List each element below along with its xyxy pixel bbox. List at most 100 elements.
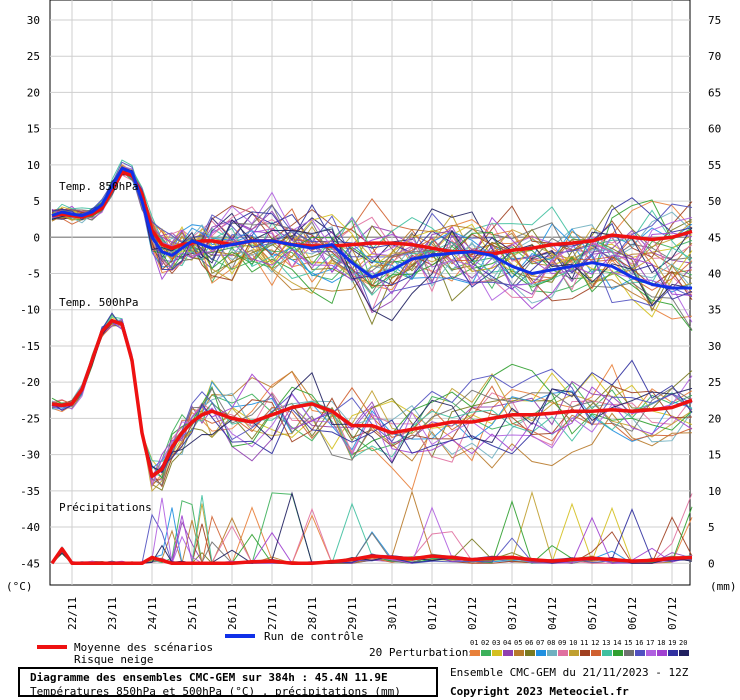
panel-label-t850: Temp. 850hPa	[59, 180, 138, 193]
left-tick-label: 25	[27, 50, 40, 63]
right-tick-label: 60	[708, 123, 721, 136]
x-tick-label: 23/11	[106, 597, 119, 630]
perturbation-swatch	[470, 650, 480, 656]
left-axis-unit: (°C)	[6, 580, 33, 593]
perturbation-swatch	[580, 650, 590, 656]
right-tick-label: 35	[708, 304, 721, 317]
x-tick-label: 30/11	[386, 597, 399, 630]
copyright: Copyright 2023 Meteociel.fr	[450, 685, 629, 698]
x-tick-label: 04/12	[546, 597, 559, 630]
right-tick-label: 75	[708, 14, 721, 27]
perturbation-swatch	[668, 650, 678, 656]
left-tick-label: -20	[20, 376, 40, 389]
perturbation-swatch	[536, 650, 546, 656]
left-tick-label: -5	[27, 268, 40, 281]
perturbation-swatch	[525, 650, 535, 656]
perturbation-swatch	[481, 650, 491, 656]
right-tick-label: 20	[708, 412, 721, 425]
perturbation-id: 11	[580, 639, 589, 647]
left-tick-label: 10	[27, 159, 40, 172]
perturbation-swatch	[624, 650, 634, 656]
perturbation-id: 06	[525, 639, 534, 647]
perturbation-line	[51, 318, 693, 478]
footer-subtitle: Températures 850hPa et 500hPa (°C) , pré…	[30, 685, 401, 698]
perturbation-swatch	[569, 650, 579, 656]
right-tick-label: 10	[708, 485, 721, 498]
legend-mean-label: Moyenne des scénarios	[74, 641, 214, 654]
perturbation-line	[51, 170, 693, 332]
x-tick-label: 03/12	[506, 597, 519, 630]
right-tick-label: 70	[708, 50, 721, 63]
right-tick-label: 5	[708, 521, 715, 534]
perturbation-id: 05	[514, 639, 523, 647]
perturbation-id: 20	[679, 639, 688, 647]
legend-snow-label: Risque neige	[74, 653, 154, 666]
x-tick-label: 22/11	[66, 597, 79, 630]
panel-label-t500: Temp. 500hPa	[59, 296, 138, 309]
left-tick-label: -45	[20, 557, 40, 570]
left-tick-label: -40	[20, 521, 40, 534]
x-tick-label: 26/11	[226, 597, 239, 630]
control-run-line	[51, 167, 692, 290]
panel-label-precip: Précipitations	[59, 501, 152, 514]
x-tick-label: 02/12	[466, 597, 479, 630]
perturbation-swatches	[470, 650, 690, 656]
perturbation-id: 15	[624, 639, 633, 647]
perturbation-id: 03	[492, 639, 501, 647]
perturbation-swatch	[613, 650, 623, 656]
perturbation-swatch	[602, 650, 612, 656]
perturbation-id: 04	[503, 639, 512, 647]
right-tick-label: 0	[708, 557, 715, 570]
right-tick-label: 30	[708, 340, 721, 353]
perturbation-id: 01	[470, 639, 479, 647]
footer-box: Diagramme des ensembles CMC-GEM sur 384h…	[18, 667, 438, 698]
x-tick-label: 29/11	[346, 597, 359, 630]
perturbation-swatch	[558, 650, 568, 656]
perturbation-id: 19	[668, 639, 677, 647]
perturbation-swatch	[492, 650, 502, 656]
right-tick-label: 15	[708, 449, 721, 462]
perturbation-line	[51, 159, 693, 296]
x-tick-label: 28/11	[306, 597, 319, 630]
perturbation-id: 09	[558, 639, 567, 647]
left-tick-label: -15	[20, 340, 40, 353]
legend-perturbations-label: 20 Perturbations	[369, 646, 475, 659]
perturbation-id: 14	[613, 639, 622, 647]
perturbation-id: 12	[591, 639, 600, 647]
x-tick-label: 24/11	[146, 597, 159, 630]
footer-title: Diagramme des ensembles CMC-GEM sur 384h…	[30, 671, 388, 684]
perturbation-swatch	[547, 650, 557, 656]
run-info: Ensemble CMC-GEM du 21/11/2023 - 12Z	[450, 666, 689, 679]
x-tick-label: 27/11	[266, 597, 279, 630]
x-tick-label: 05/12	[586, 597, 599, 630]
right-tick-label: 40	[708, 268, 721, 281]
chart-ticks: 302520151050-5-10-15-20-25-30-35-40-4575…	[20, 14, 721, 630]
perturbation-line	[51, 316, 693, 463]
perturbation-id: 17	[646, 639, 655, 647]
perturbation-id: 16	[635, 639, 644, 647]
main-lines	[50, 167, 693, 566]
mean-line-t500	[51, 318, 693, 479]
perturbation-id: 13	[602, 639, 611, 647]
perturbation-id: 07	[536, 639, 545, 647]
perturbation-line	[51, 322, 693, 470]
left-tick-label: -35	[20, 485, 40, 498]
right-tick-label: 25	[708, 376, 721, 389]
perturbation-swatch	[657, 650, 667, 656]
right-tick-label: 45	[708, 231, 721, 244]
left-tick-label: -30	[20, 449, 40, 462]
perturbation-swatch	[635, 650, 645, 656]
perturbation-swatch	[646, 650, 656, 656]
x-tick-label: 06/12	[626, 597, 639, 630]
perturbation-swatch	[679, 650, 689, 656]
x-tick-label: 01/12	[426, 597, 439, 630]
perturbation-line	[51, 320, 693, 488]
perturbation-id: 10	[569, 639, 578, 647]
perturbation-swatch	[591, 650, 601, 656]
right-tick-label: 50	[708, 195, 721, 208]
x-tick-label: 25/11	[186, 597, 199, 630]
right-tick-label: 65	[708, 86, 721, 99]
perturbation-id: 08	[547, 639, 556, 647]
legend-control-label: Run de contrôle	[264, 630, 364, 643]
x-tick-label: 07/12	[666, 597, 679, 630]
